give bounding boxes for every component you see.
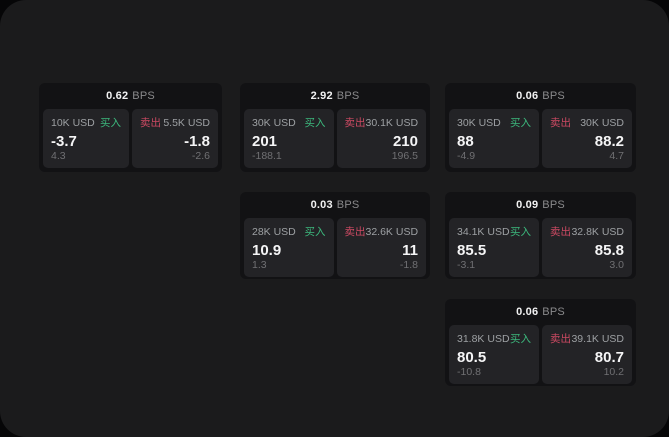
bps-unit-label: BPS	[542, 90, 565, 102]
buy-side-label: 买入	[510, 226, 531, 238]
buy-side-label: 买入	[100, 117, 121, 129]
quote-panels: 28K USD 买入 10.9 1.3 卖出 32.6K USD 11 -1.8	[240, 218, 430, 279]
quote-panels: 30K USD 买入 201 -188.1 卖出 30.1K USD 210 1…	[240, 109, 430, 172]
bps-value: 0.03	[310, 199, 333, 211]
buy-delta: -4.9	[457, 150, 476, 163]
buy-delta: 4.3	[51, 150, 66, 163]
quote-panels: 10K USD 买入 -3.7 4.3 卖出 5.5K USD -1.8 -2.…	[39, 109, 222, 172]
buy-size-label: 31.8K USD	[457, 333, 510, 345]
sell-side-label: 卖出	[550, 333, 571, 345]
bps-header: 0.09 BPS	[445, 192, 636, 218]
sell-price: 80.7	[594, 349, 624, 366]
buy-panel[interactable]: 30K USD 买入 88 -4.9	[449, 109, 539, 169]
bps-unit-label: BPS	[336, 199, 360, 211]
bps-unit-label: BPS	[132, 90, 155, 102]
sell-delta: 10.2	[603, 366, 624, 379]
buy-size-label: 34.1K USD	[457, 226, 510, 238]
buy-panel[interactable]: 31.8K USD 买入 80.5 -10.8	[449, 325, 539, 385]
sell-price: 210	[392, 133, 418, 150]
buy-size-label: 30K USD	[252, 117, 296, 129]
sell-size-label: 32.6K USD	[365, 226, 419, 238]
buy-size-label: 30K USD	[457, 117, 501, 129]
sell-panel[interactable]: 卖出 39.1K USD 80.7 10.2	[542, 325, 632, 385]
sell-side-label: 卖出	[550, 117, 571, 129]
sell-size-label: 5.5K USD	[163, 117, 210, 129]
buy-panel[interactable]: 34.1K USD 买入 85.5 -3.1	[449, 218, 539, 278]
sell-delta: 196.5	[391, 150, 418, 163]
sell-price: 85.8	[594, 242, 624, 259]
sell-size-label: 30.1K USD	[365, 117, 419, 129]
bps-unit-label: BPS	[542, 199, 565, 211]
sell-side-label: 卖出	[550, 226, 571, 238]
sell-delta: 4.7	[609, 150, 624, 163]
buy-size-label: 10K USD	[51, 117, 95, 129]
buy-delta: -3.1	[457, 259, 476, 272]
sell-side-label: 卖出	[140, 117, 161, 129]
bps-value: 2.92	[310, 90, 333, 102]
sell-size-label: 39.1K USD	[571, 333, 624, 345]
buy-size-label: 28K USD	[252, 226, 296, 238]
sell-panel[interactable]: 卖出 32.6K USD 11 -1.8	[336, 218, 426, 278]
quote-panels: 30K USD 买入 88 -4.9 卖出 30K USD 88.2 4.7	[445, 109, 636, 172]
sell-panel[interactable]: 卖出 30K USD 88.2 4.7	[542, 109, 632, 169]
bps-unit-label: BPS	[336, 90, 360, 102]
bps-header: 0.03 BPS	[240, 192, 430, 218]
sell-price: 88.2	[594, 133, 624, 150]
buy-price: 88	[457, 133, 474, 150]
sell-panel[interactable]: 卖出 32.8K USD 85.8 3.0	[542, 218, 632, 278]
sell-delta: -2.6	[191, 150, 210, 163]
sell-price: -1.8	[184, 133, 210, 150]
buy-price: 85.5	[457, 242, 487, 259]
bps-header: 0.62 BPS	[39, 83, 222, 109]
bps-value: 0.09	[516, 199, 539, 211]
sell-delta: -1.8	[399, 259, 418, 272]
buy-side-label: 买入	[304, 226, 326, 238]
buy-delta: 1.3	[252, 259, 267, 272]
quote-panels: 34.1K USD 买入 85.5 -3.1 卖出 32.8K USD 85.8…	[445, 218, 636, 279]
buy-panel[interactable]: 28K USD 买入 10.9 1.3	[244, 218, 334, 278]
sell-size-label: 32.8K USD	[571, 226, 624, 238]
sell-side-label: 卖出	[344, 117, 366, 129]
buy-price: 10.9	[252, 242, 282, 259]
bps-header: 0.06 BPS	[445, 83, 636, 109]
sell-size-label: 30K USD	[580, 117, 624, 129]
bps-value: 0.06	[516, 306, 539, 318]
quote-card-2: 2.92 BPS 30K USD 买入 201 -188.1 卖出 30.1K …	[240, 83, 430, 172]
bps-header: 0.06 BPS	[445, 299, 636, 325]
quote-panels: 31.8K USD 买入 80.5 -10.8 卖出 39.1K USD 80.…	[445, 325, 636, 386]
buy-side-label: 买入	[510, 117, 531, 129]
quote-card-5: 0.09 BPS 34.1K USD 买入 85.5 -3.1 卖出 32.8K…	[445, 192, 636, 279]
buy-price: 201	[252, 133, 278, 150]
bps-value: 0.62	[106, 90, 129, 102]
bps-header: 2.92 BPS	[240, 83, 430, 109]
buy-price: 80.5	[457, 349, 487, 366]
quote-card-3: 0.06 BPS 30K USD 买入 88 -4.9 卖出 30K USD 8…	[445, 83, 636, 172]
sell-side-label: 卖出	[344, 226, 366, 238]
buy-side-label: 买入	[304, 117, 326, 129]
buy-delta: -188.1	[252, 150, 282, 163]
sell-panel[interactable]: 卖出 30.1K USD 210 196.5	[336, 109, 426, 169]
buy-panel[interactable]: 30K USD 买入 201 -188.1	[244, 109, 334, 169]
sell-price: 11	[402, 242, 418, 259]
sell-panel[interactable]: 卖出 5.5K USD -1.8 -2.6	[132, 109, 218, 169]
buy-price: -3.7	[51, 133, 77, 150]
buy-delta: -10.8	[457, 366, 481, 379]
bps-value: 0.06	[516, 90, 539, 102]
sell-delta: 3.0	[609, 259, 624, 272]
buy-panel[interactable]: 10K USD 买入 -3.7 4.3	[43, 109, 129, 169]
bps-unit-label: BPS	[542, 306, 565, 318]
quote-card-4: 0.03 BPS 28K USD 买入 10.9 1.3 卖出 32.6K US…	[240, 192, 430, 279]
buy-side-label: 买入	[510, 333, 531, 345]
quote-card-1: 0.62 BPS 10K USD 买入 -3.7 4.3 卖出 5.5K USD…	[39, 83, 222, 172]
quote-card-6: 0.06 BPS 31.8K USD 买入 80.5 -10.8 卖出 39.1…	[445, 299, 636, 386]
